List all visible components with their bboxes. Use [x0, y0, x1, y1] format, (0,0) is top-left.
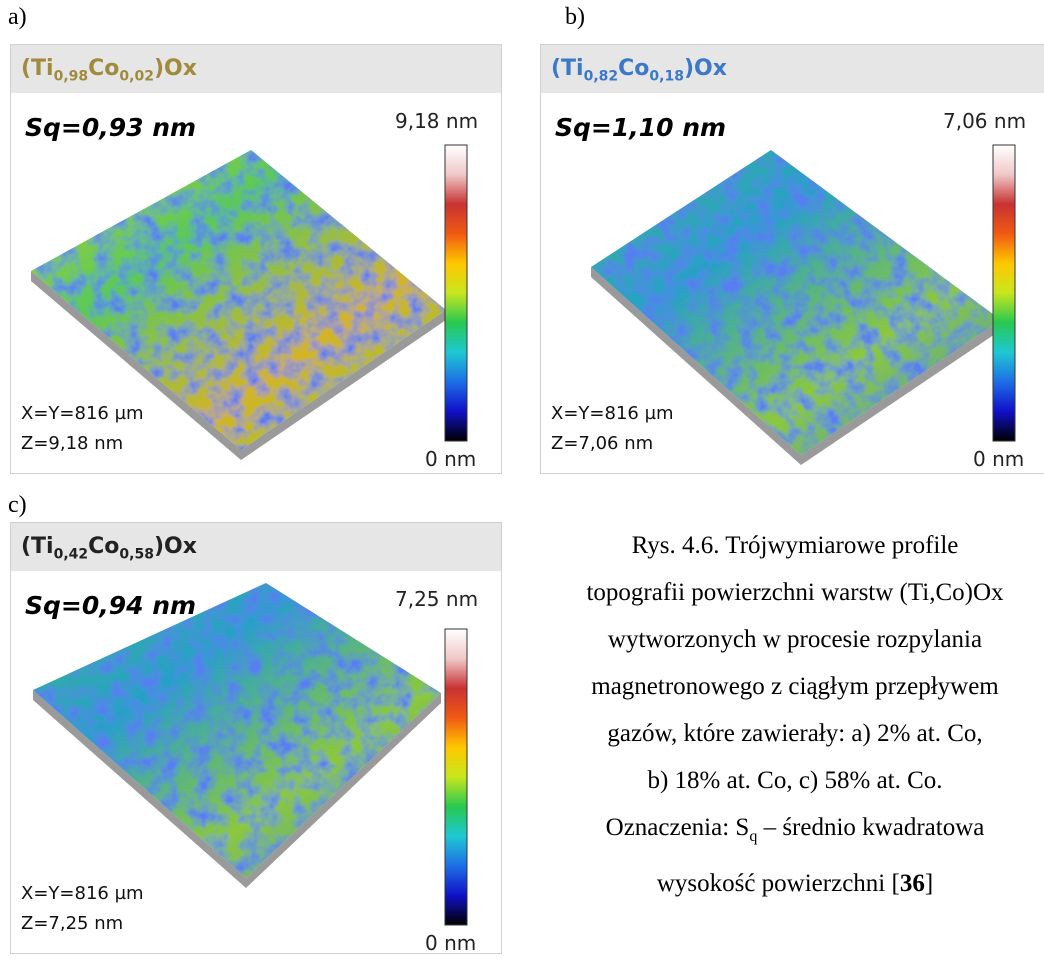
- surface: [31, 150, 446, 450]
- surface-image: [591, 144, 1016, 465]
- sq-label: Sq=0,94 nm: [25, 591, 197, 620]
- surface-image: [31, 144, 468, 460]
- caption-line: Oznaczenia: Sq – średnio kwadratowa: [540, 804, 1044, 860]
- figure-caption: Rys. 4.6. Trójwymiarowe profile topograf…: [540, 522, 1044, 907]
- scale-max: 7,25 nm: [395, 587, 479, 611]
- panel-letter: c): [8, 492, 27, 518]
- text: – średnio kwadratowa: [757, 814, 985, 841]
- text: Co: [88, 56, 120, 81]
- color-scale: [992, 144, 1016, 442]
- text: Co: [618, 56, 650, 81]
- sq-label: Sq=1,10 nm: [555, 113, 727, 142]
- caption-line: wytworzonych w procesie rozpylania: [607, 626, 983, 653]
- subscript: 0,42: [53, 546, 89, 563]
- z-range: Z=9,18 nm: [21, 433, 124, 454]
- surface-image: [33, 583, 468, 926]
- subscript: 0,18: [649, 68, 684, 85]
- dimensions: X=Y=816 µm: [21, 883, 144, 904]
- panel-title: (Ti0,82Co0,18)Ox: [541, 45, 1044, 93]
- panel-letter: b): [565, 4, 585, 30]
- surface: [591, 150, 1001, 455]
- subscript: q: [749, 828, 758, 845]
- subscript: 0,58: [119, 546, 154, 563]
- text: )Ox: [683, 56, 727, 81]
- subscript: 0,98: [53, 68, 89, 85]
- subscript: 0,02: [119, 68, 154, 85]
- sq-label: Sq=0,93 nm: [25, 113, 197, 142]
- text: (Ti: [21, 534, 54, 559]
- caption-line: b) 18% at. Co, c) 58% at. Co.: [647, 767, 943, 794]
- text: ]: [924, 870, 934, 897]
- text: wysokość powierzchni [: [656, 870, 900, 897]
- scale-min: 0 nm: [973, 447, 1025, 471]
- text: )Ox: [153, 534, 197, 559]
- panel-letter: a): [8, 4, 27, 30]
- color-scale: [444, 628, 468, 926]
- scale-max: 7,06 nm: [943, 109, 1027, 133]
- panel-title: (Ti0,42Co0,58)Ox: [11, 523, 501, 571]
- caption-line: topografii powierzchni warstw (Ti,Co)Ox: [586, 579, 1004, 606]
- panel: (Ti0,82Co0,18)Ox Sq=1,10 nm 7,06 nm 0 nm X=Y…: [540, 44, 1044, 474]
- subscript: 0,82: [583, 68, 619, 85]
- surface: [33, 583, 441, 878]
- dimensions: X=Y=816 µm: [551, 403, 674, 424]
- panel: (Ti0,42Co0,58)Ox Sq=0,94 nm 7,25 nm 0 nm X=Y…: [10, 522, 502, 954]
- text: (Ti: [21, 56, 54, 81]
- color-scale: [444, 144, 468, 442]
- caption-line: wysokość powierzchni [36]: [540, 860, 1044, 907]
- caption-line: magnetronowego z ciągłym przepływem: [591, 673, 999, 700]
- text: )Ox: [153, 56, 197, 81]
- text: Oznaczenia: S: [605, 814, 750, 841]
- caption-line: Rys. 4.6. Trójwymiarowe profile: [631, 532, 959, 559]
- z-range: Z=7,06 nm: [551, 433, 654, 454]
- z-range: Z=7,25 nm: [21, 913, 124, 934]
- scale-max: 9,18 nm: [395, 109, 479, 133]
- scale-min: 0 nm: [425, 447, 477, 471]
- panel: (Ti0,98Co0,02)Ox Sq=0,93 nm 9,18 nm 0 nm X=Y…: [10, 44, 502, 474]
- text: (Ti: [551, 56, 584, 81]
- dimensions: X=Y=816 µm: [21, 403, 144, 424]
- scale-min: 0 nm: [425, 931, 477, 954]
- reference: 36: [899, 870, 925, 897]
- panel-title: (Ti0,98Co0,02)Ox: [11, 45, 501, 93]
- caption-line: gazów, które zawierały: a) 2% at. Co,: [607, 720, 983, 747]
- text: Co: [88, 534, 120, 559]
